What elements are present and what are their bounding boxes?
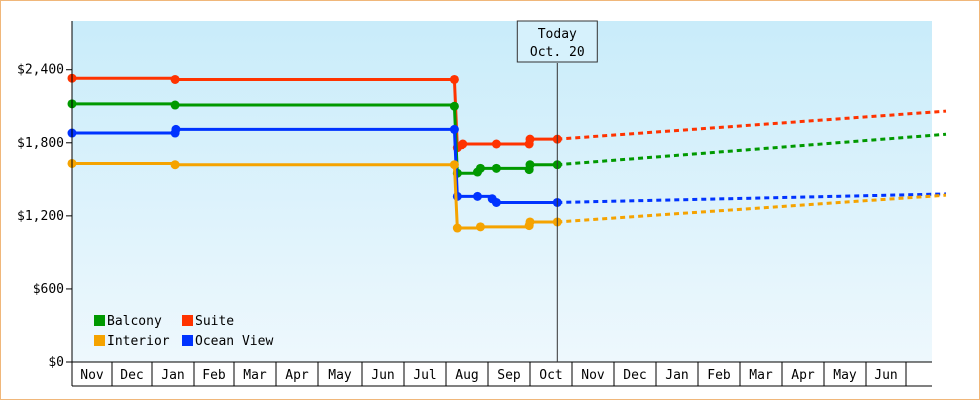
x-month-label: Apr (791, 368, 815, 383)
data-point[interactable] (491, 197, 501, 207)
data-point[interactable] (525, 134, 535, 144)
data-point[interactable] (525, 217, 535, 227)
x-month-label: Feb (202, 368, 226, 383)
x-month-label: Sep (497, 368, 521, 383)
x-month-label: Jun (874, 368, 897, 383)
legend-swatch (182, 335, 193, 346)
y-tick-label: $1,800 (17, 136, 64, 151)
x-month-label: Dec (623, 368, 646, 383)
x-month-label: Aug (455, 368, 478, 383)
data-point[interactable] (452, 223, 462, 233)
y-tick-label: $600 (33, 282, 64, 297)
x-month-label: Jan (665, 368, 688, 383)
y-tick-label: $1,200 (17, 209, 64, 224)
today-label: Today (538, 27, 577, 42)
legend-label: Ocean View (195, 334, 273, 349)
x-month-label: Mar (749, 368, 773, 383)
x-month-label: May (833, 368, 857, 383)
series-forecast-line (557, 132, 947, 167)
data-point[interactable] (171, 124, 181, 134)
x-month-label: Nov (80, 368, 104, 383)
data-point[interactable] (449, 124, 459, 134)
x-month-label: Feb (707, 368, 731, 383)
x-month-label: Jul (413, 368, 436, 383)
x-month-label: Nov (581, 368, 605, 383)
legend-swatch (94, 315, 105, 326)
data-point[interactable] (449, 101, 459, 111)
data-point[interactable] (170, 74, 180, 84)
data-point[interactable] (449, 74, 459, 84)
data-point[interactable] (491, 163, 501, 173)
data-point[interactable] (475, 163, 485, 173)
today-date: Oct. 20 (530, 45, 585, 60)
data-point[interactable] (449, 160, 459, 170)
legend-label: Suite (195, 314, 234, 329)
x-month-label: May (328, 368, 352, 383)
data-point[interactable] (525, 160, 535, 170)
legend-swatch (182, 315, 193, 326)
x-month-label: Oct (539, 368, 562, 383)
data-point[interactable] (475, 222, 485, 232)
x-month-label: Mar (243, 368, 267, 383)
data-point[interactable] (170, 100, 180, 110)
today-box (516, 20, 598, 63)
x-month-label: Jun (371, 368, 394, 383)
data-point[interactable] (170, 160, 180, 170)
plot-background (72, 21, 932, 362)
series-forecast-line (557, 109, 947, 141)
data-point[interactable] (491, 139, 501, 149)
legend-swatch (94, 335, 105, 346)
series-forecast-line (557, 193, 947, 224)
legend-label: Balcony (107, 314, 162, 329)
x-month-label: Dec (120, 368, 143, 383)
data-point[interactable] (458, 139, 468, 149)
legend-label: Interior (107, 334, 170, 349)
x-month-label: Jan (161, 368, 184, 383)
series-forecast-line (557, 192, 947, 204)
y-tick-label: $2,400 (17, 63, 64, 78)
x-month-label: Apr (285, 368, 309, 383)
y-tick-label: $0 (48, 355, 64, 370)
data-point[interactable] (473, 191, 482, 201)
